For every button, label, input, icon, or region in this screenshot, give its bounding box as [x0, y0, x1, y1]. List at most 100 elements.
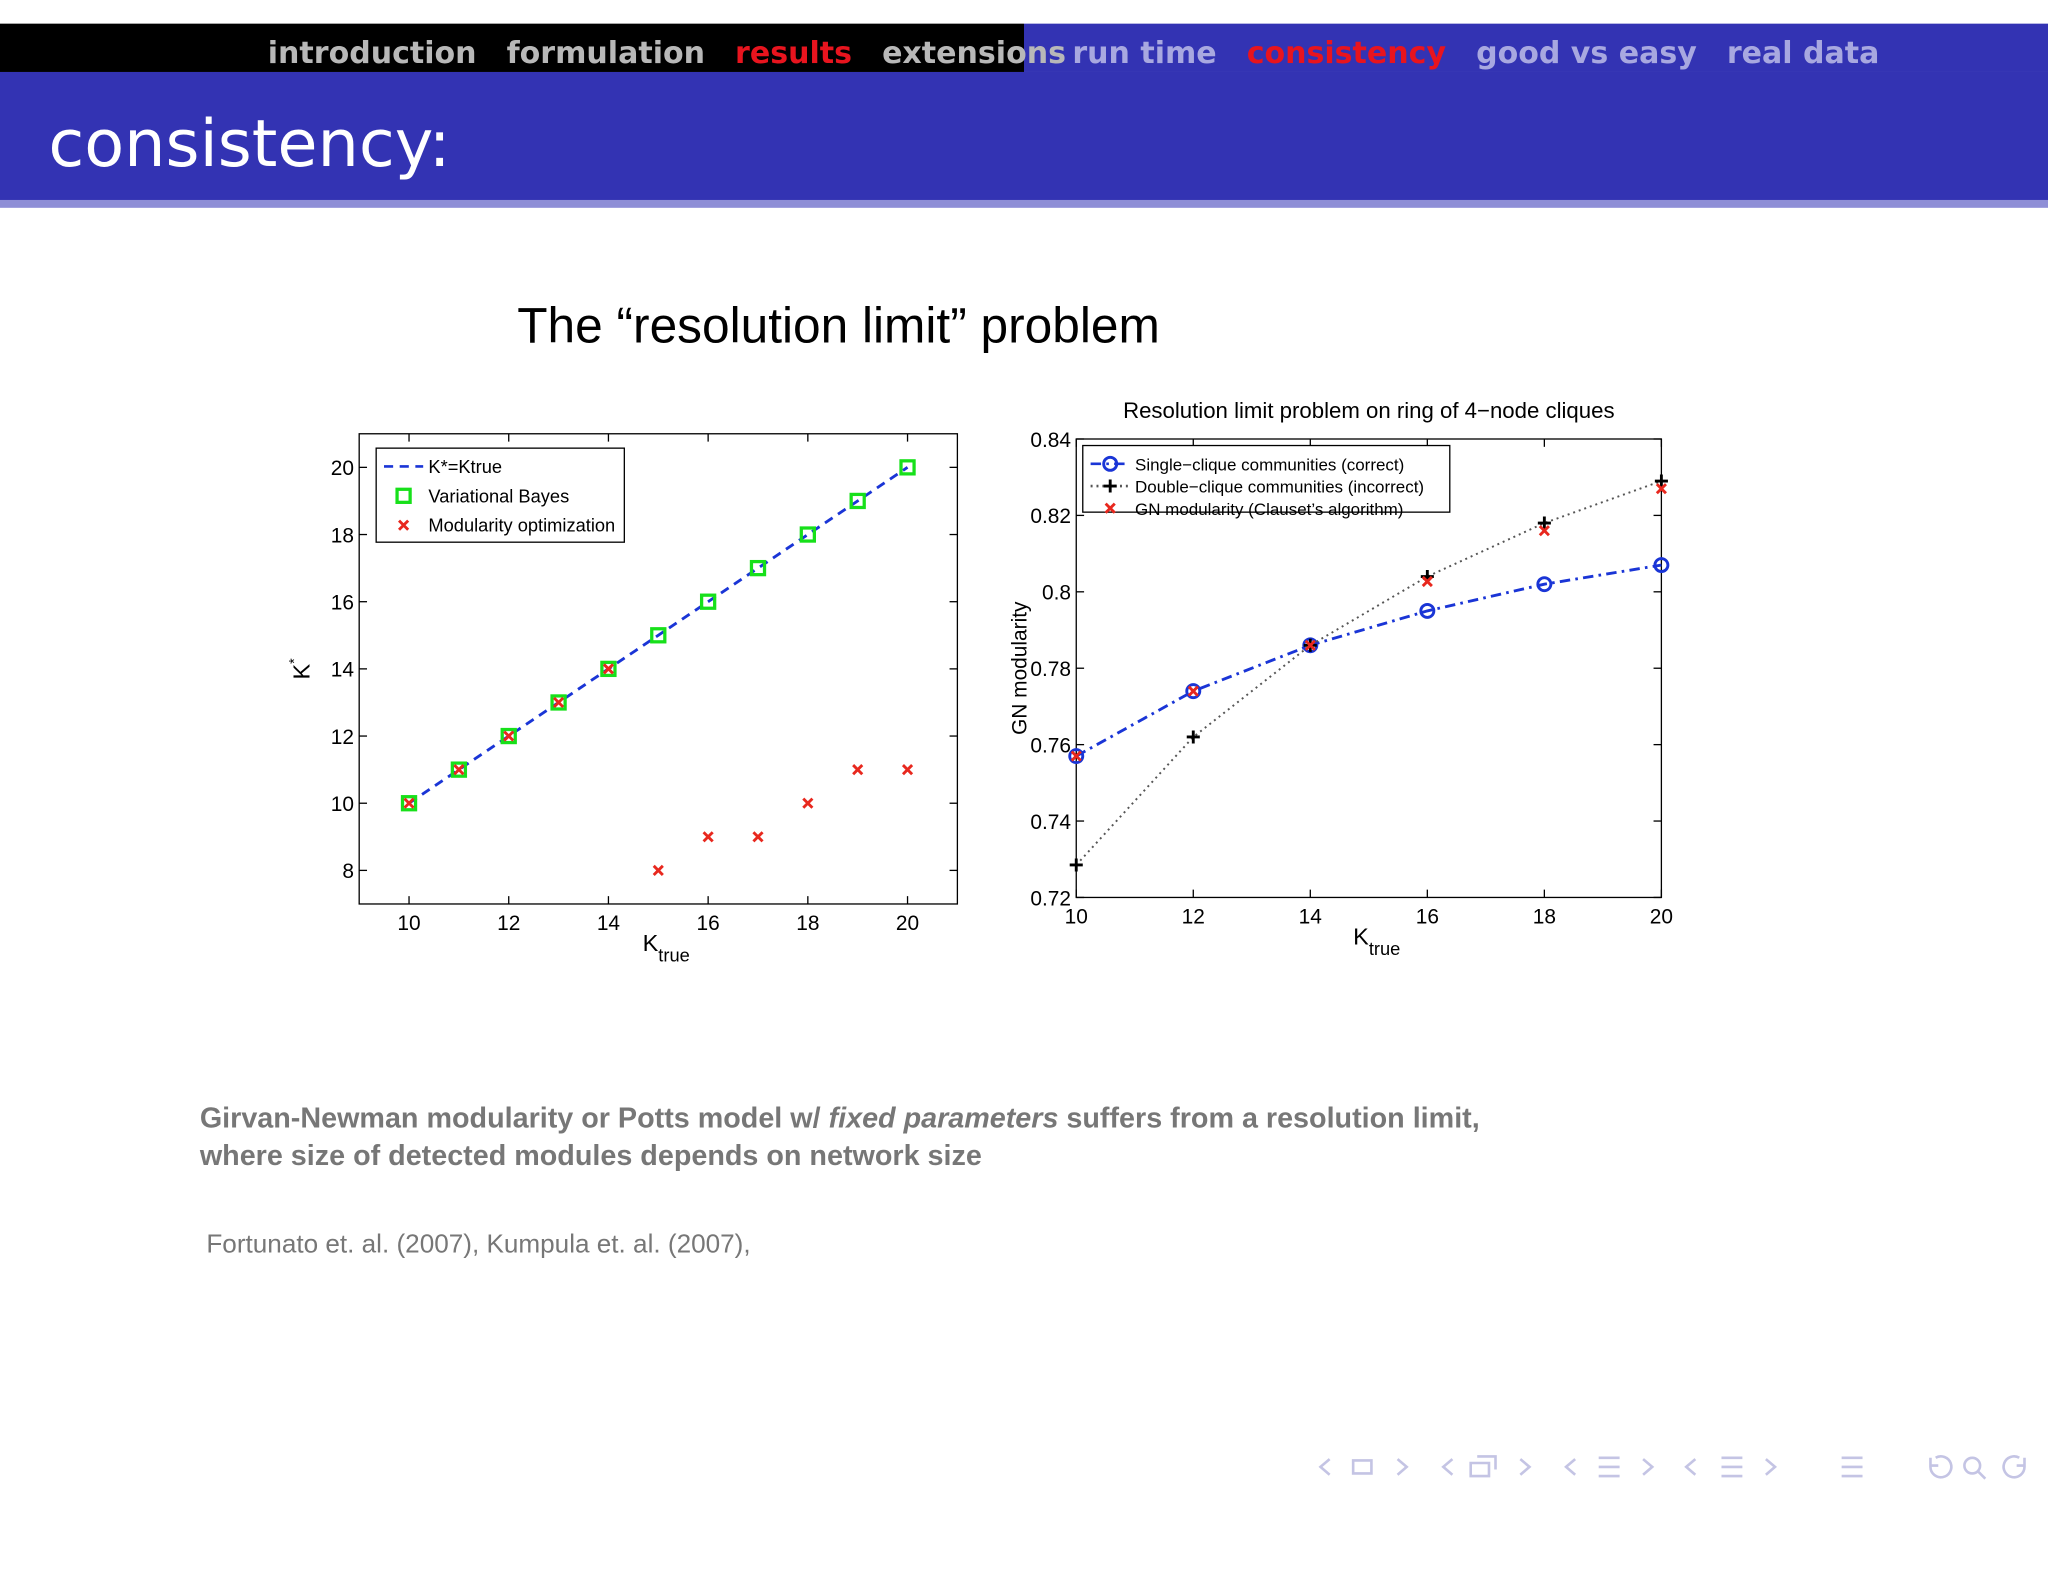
marker-square — [550, 694, 567, 711]
x-label-sub: true — [658, 944, 689, 965]
marker-square — [749, 559, 767, 577]
y-axis-label: K* — [287, 658, 314, 680]
legend-label: Modularity optimization — [428, 515, 615, 536]
legend-marker — [1103, 479, 1117, 493]
y-tick-label: 10 — [331, 793, 354, 816]
marker-x — [1421, 575, 1433, 588]
y-label-main: K — [289, 664, 315, 680]
slide-heading: The “resolution limit” problem — [517, 297, 1160, 353]
y-tick-label: 0.76 — [1030, 734, 1071, 757]
marker-square — [699, 593, 717, 610]
title-bar — [0, 71, 2048, 200]
marker-x — [1538, 525, 1550, 537]
nav-item[interactable]: extensions — [882, 36, 1066, 71]
y-axis-label: GN modularity — [1009, 601, 1032, 735]
x-tick-label: 16 — [1416, 906, 1439, 929]
marker-plus — [1069, 858, 1083, 872]
y-tick-label: 8 — [342, 860, 354, 883]
nav-item[interactable]: good vs easy — [1476, 36, 1697, 71]
marker-circle — [1536, 576, 1553, 593]
nav-icon — [1564, 1456, 1655, 1478]
marker-square — [450, 761, 468, 778]
y-tick-label: 12 — [331, 726, 354, 749]
nav-item[interactable]: real data — [1727, 36, 1880, 71]
nav-item[interactable]: formulation — [507, 36, 705, 71]
marker-square — [799, 526, 816, 543]
nav-bar-right — [1024, 23, 2048, 72]
x-tick-label: 20 — [896, 912, 919, 935]
marker-circle — [1653, 557, 1670, 574]
nav-icon — [1929, 1455, 2026, 1480]
marker-x — [752, 831, 764, 843]
marker-x — [652, 864, 664, 876]
marker-x — [1655, 483, 1667, 495]
y-tick-label: 0.78 — [1030, 658, 1071, 681]
marker-x — [852, 764, 864, 776]
legend-label: Double−clique communities (incorrect) — [1135, 478, 1424, 497]
slide-title: consistency: — [48, 106, 450, 182]
y-tick-label: 0.74 — [1030, 811, 1071, 834]
x-tick-label: 12 — [497, 912, 520, 935]
body-text: where size of detected modules depends o… — [199, 1140, 982, 1172]
x-tick-label: 18 — [1533, 906, 1556, 929]
legend-label: GN modularity (Clauset’s algorithm) — [1135, 500, 1403, 519]
nav-icons — [1318, 1455, 2026, 1480]
legend-box — [375, 447, 625, 543]
body-part: suffers from a resolution limit, — [1058, 1102, 1479, 1134]
nav-icon — [1684, 1456, 1778, 1478]
marker-x — [403, 797, 415, 809]
y-tick-label: 0.72 — [1030, 887, 1071, 910]
legend-marker — [395, 487, 412, 504]
nav-item[interactable]: run time — [1072, 36, 1216, 71]
y-tick-label: 16 — [331, 592, 354, 615]
marker-square — [849, 492, 866, 510]
marker-x — [552, 696, 565, 709]
x-tick-label: 10 — [1065, 906, 1088, 929]
title-shadow — [0, 199, 2048, 208]
marker-x — [1070, 750, 1082, 762]
marker-circle — [1068, 748, 1085, 765]
nav-bar-left — [0, 23, 1024, 72]
marker-plus — [1186, 730, 1200, 744]
marker-circle — [1185, 683, 1202, 700]
x-tick-label: 14 — [597, 912, 620, 935]
marker-square — [400, 795, 418, 812]
nav-icon — [1318, 1458, 1409, 1476]
x-label-main: K — [643, 930, 659, 956]
nav-item[interactable]: consistency — [1247, 36, 1447, 71]
marker-x — [1187, 685, 1199, 697]
x-tick-label: 14 — [1299, 906, 1322, 929]
x-label-sub: true — [1369, 938, 1400, 959]
marker-circle — [1419, 602, 1436, 619]
x-label-main: K — [1353, 923, 1369, 949]
body-part: Girvan-Newman modularity or Potts model … — [200, 1102, 829, 1134]
y-label-main: GN modularity — [1009, 601, 1032, 735]
legend-label: K*=Ktrue — [428, 456, 502, 477]
x-axis-label: Ktrue — [643, 930, 690, 965]
marker-plus — [1654, 474, 1668, 488]
marker-square — [899, 459, 916, 476]
x-tick-label: 10 — [397, 912, 420, 935]
chart-title: Resolution limit problem on ring of 4−no… — [1123, 398, 1614, 423]
nav-icon — [1441, 1455, 1532, 1478]
x-tick-label: 20 — [1650, 906, 1673, 929]
nav-item[interactable]: results — [735, 36, 852, 71]
series-line — [1075, 563, 1662, 758]
marker-square — [650, 627, 667, 644]
legend-label: Single−clique communities (correct) — [1135, 455, 1404, 474]
reference: Fortunato et. al. (2007), Kumpula et. al… — [206, 1229, 750, 1259]
y-tick-label: 18 — [331, 524, 354, 547]
nav-item[interactable]: introduction — [268, 36, 477, 71]
y-label-sup: * — [287, 658, 303, 664]
marker-x — [602, 663, 615, 675]
plot-frame — [1075, 438, 1663, 899]
marker-x — [901, 764, 914, 776]
marker-plus — [1537, 516, 1551, 530]
legend-label: Variational Bayes — [428, 485, 569, 506]
marker-x — [802, 797, 814, 809]
legend-box — [1082, 444, 1451, 513]
nav-icon — [1841, 1456, 1863, 1478]
x-tick-label: 12 — [1182, 906, 1205, 929]
x-tick-label: 16 — [697, 912, 720, 935]
